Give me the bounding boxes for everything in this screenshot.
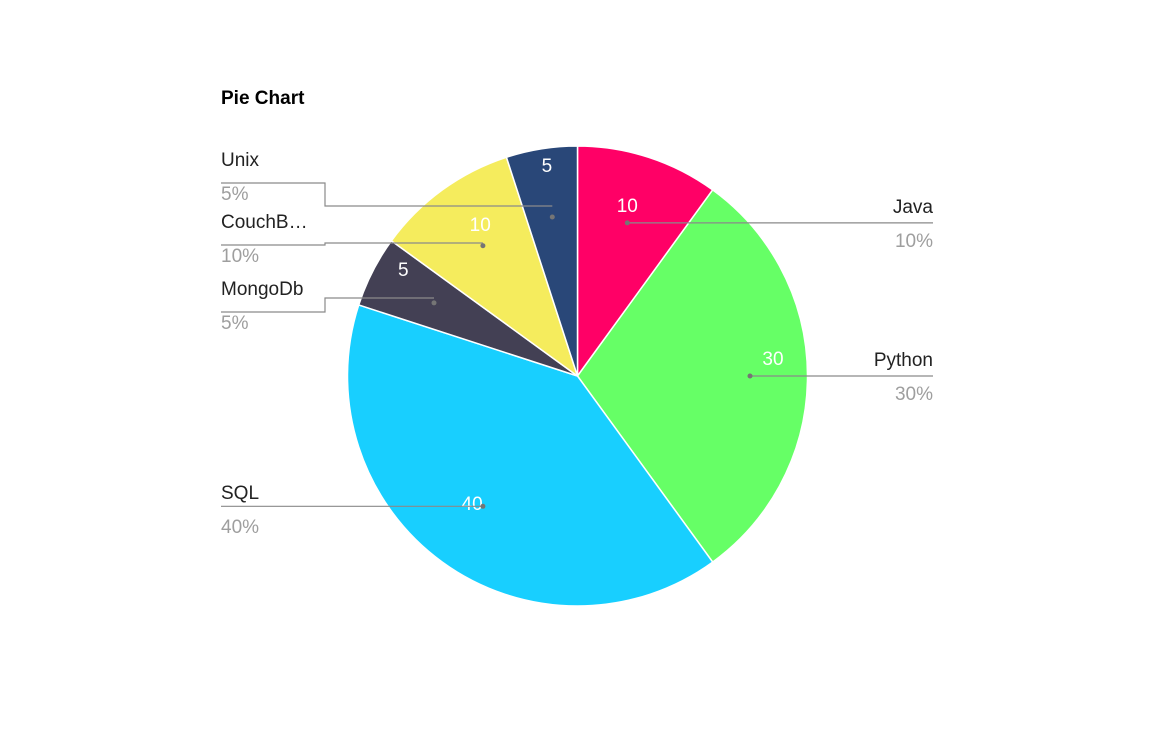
- callout-percent-couchdb: 10%: [221, 246, 259, 267]
- callout-percent-mongodb: 5%: [221, 313, 249, 334]
- pie-slice-sql: [346, 303, 714, 607]
- callout-leader-line-mongodb: [221, 297, 434, 313]
- pie-slice-couchdb: [390, 156, 579, 378]
- callout-name-python: Python: [874, 350, 933, 371]
- slice-value-label-java: 10: [617, 196, 638, 217]
- pie-slice-java: [576, 145, 714, 379]
- callout-percent-python: 30%: [895, 384, 933, 405]
- callout-sql: SQL 40%: [221, 483, 486, 538]
- callout-name-sql: SQL: [221, 483, 259, 504]
- slice-value-label-couchdb: 10: [470, 215, 491, 236]
- pie-slice-unix: [505, 145, 579, 377]
- value-labels-layer: 10 30 40 5 10 5: [398, 156, 784, 515]
- callout-mongodb: MongoDb 5%: [221, 279, 437, 334]
- callout-percent-unix: 5%: [221, 184, 249, 205]
- callout-name-couchdb: CouchB…: [221, 212, 308, 233]
- callout-dot-python: [747, 373, 753, 379]
- callout-percent-java: 10%: [895, 231, 933, 252]
- callout-dot-mongodb: [431, 300, 437, 306]
- callout-dot-sql: [480, 503, 486, 509]
- callout-dot-couchdb: [480, 243, 486, 249]
- callout-python: Python 30%: [747, 350, 933, 405]
- slice-value-label-sql: 40: [462, 494, 483, 515]
- callout-percent-sql: 40%: [221, 517, 259, 538]
- callout-dot-java: [624, 220, 630, 226]
- callout-name-mongodb: MongoDb: [221, 279, 303, 300]
- callouts-layer: Java 10% Python 30% SQL 40% MongoDb 5% CouchB… 10…: [221, 150, 933, 538]
- slice-value-label-unix: 5: [542, 156, 553, 177]
- slice-value-label-mongodb: 5: [398, 260, 409, 281]
- callout-couchdb: CouchB… 10%: [221, 212, 486, 267]
- callout-name-java: Java: [893, 197, 934, 218]
- chart-title: Pie Chart: [221, 88, 305, 109]
- callout-leader-line-unix: [221, 182, 553, 207]
- callout-unix: Unix 5%: [221, 150, 555, 220]
- slices-layer: [346, 145, 809, 607]
- callout-leader-line-couchdb: [221, 242, 483, 246]
- callout-name-unix: Unix: [221, 150, 260, 171]
- slice-value-label-python: 30: [762, 349, 783, 370]
- callout-java: Java 10%: [624, 197, 934, 252]
- callout-dot-unix: [549, 214, 555, 220]
